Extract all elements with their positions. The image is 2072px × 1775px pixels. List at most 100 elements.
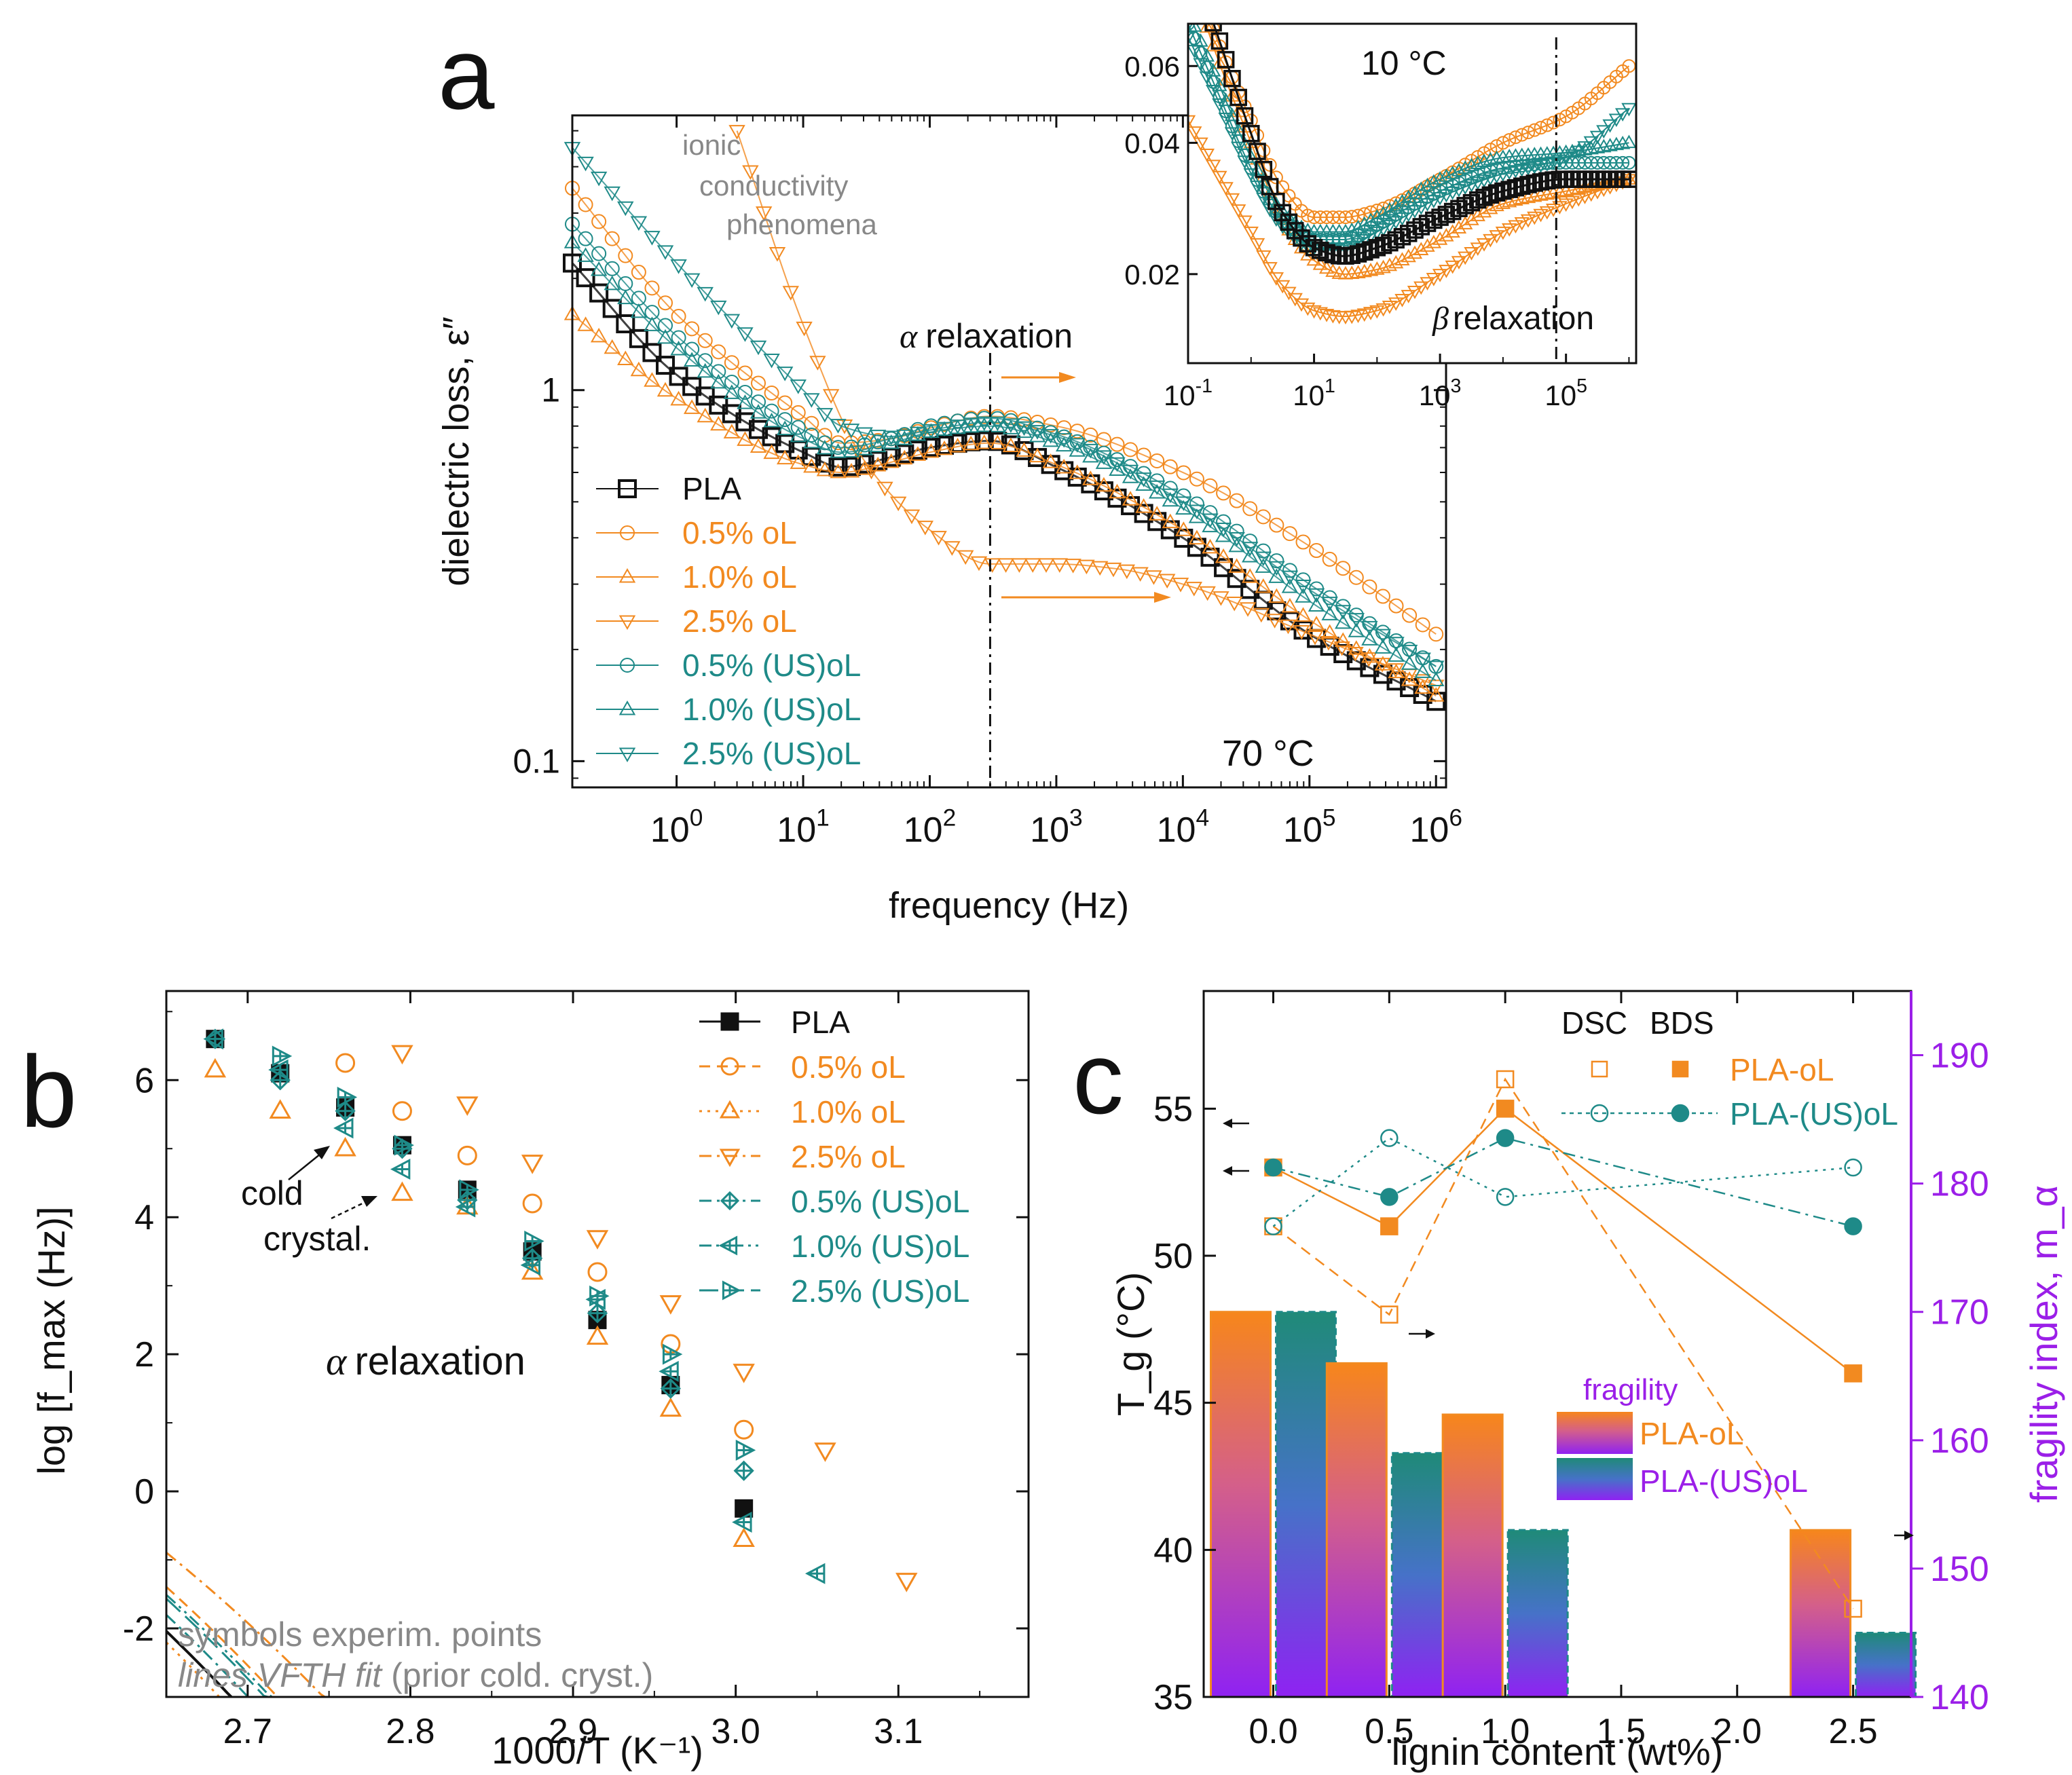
a-point-2-19 bbox=[816, 462, 834, 477]
c-tg-point-3-0 bbox=[1264, 1158, 1282, 1177]
inset-point-1-48 bbox=[1483, 143, 1498, 157]
a-point-1-17 bbox=[790, 405, 806, 420]
a-point-6-46 bbox=[1175, 496, 1192, 511]
panel-c-y-right-label: fragility index, m_α bbox=[2022, 1185, 2065, 1503]
a-legend-label-3: 2.5% oL bbox=[682, 603, 797, 639]
a-point-6-47 bbox=[1188, 504, 1206, 520]
a-point-6-55 bbox=[1295, 580, 1312, 595]
a-point-5-65 bbox=[1428, 671, 1445, 687]
a-point-6-10 bbox=[697, 286, 714, 302]
a-line-2 bbox=[572, 314, 1437, 697]
a-point-6-6 bbox=[644, 231, 661, 246]
inset-point-2-32 bbox=[1382, 257, 1398, 272]
a-point-2-14 bbox=[750, 438, 767, 453]
b-point-4-7 bbox=[660, 1378, 681, 1399]
c-legend-dsc-us-marker bbox=[1590, 1104, 1609, 1123]
b-fit-line-1 bbox=[165, 1586, 281, 1698]
a-point-5-24 bbox=[883, 434, 900, 449]
a-line-3 bbox=[736, 130, 1437, 686]
b-series-2 bbox=[204, 1058, 755, 1548]
inset-point-2-45 bbox=[1464, 212, 1479, 225]
inset-point-2-34 bbox=[1394, 252, 1410, 266]
b-ytick-label-1: 0 bbox=[134, 1472, 154, 1512]
a-point-5-41 bbox=[1109, 461, 1126, 477]
a-point-6-19 bbox=[816, 408, 834, 423]
c-tg-point-0-3 bbox=[1844, 1599, 1862, 1618]
inset-point-1-57 bbox=[1540, 118, 1554, 132]
inset-point-4-46 bbox=[1470, 168, 1485, 182]
inset-point-2-53 bbox=[1514, 191, 1530, 204]
c-bar-ol-0 bbox=[1209, 1311, 1272, 1698]
c-ytick-right-label-5: 190 bbox=[1930, 1036, 1989, 1076]
inset-point-1-54 bbox=[1521, 126, 1535, 140]
panel-a-inset: 10-1 101 103 105 0.02 0.04 0.06 10 °C β relaxat… bbox=[1124, 22, 1638, 411]
a-point-5-34 bbox=[1016, 423, 1033, 438]
panel-b-frame bbox=[165, 990, 1030, 1698]
a-point-3-24 bbox=[1051, 558, 1069, 573]
a-point-2-64 bbox=[1414, 679, 1431, 694]
panel-c-legend-bds: BDS bbox=[1650, 1005, 1714, 1041]
inset-point-2-35 bbox=[1401, 248, 1416, 263]
inset-point-2-39 bbox=[1426, 234, 1441, 248]
panel-a-ticks: 100 101 102 103 104 105 106 0.1 1 bbox=[513, 115, 1462, 850]
a-point-2-50 bbox=[1228, 558, 1245, 573]
b-xtick-label-3: 3.0 bbox=[711, 1712, 760, 1751]
a-point-5-36 bbox=[1042, 432, 1059, 447]
c-xtick-label-5: 2.5 bbox=[1828, 1712, 1877, 1751]
inset-point-4-36 bbox=[1407, 197, 1422, 211]
a-point-2-40 bbox=[1095, 477, 1113, 492]
a-point-2-31 bbox=[976, 434, 993, 449]
a-point-1-3 bbox=[604, 231, 620, 246]
a-point-2-15 bbox=[763, 444, 780, 460]
b-point-4-2 bbox=[335, 1100, 356, 1121]
panel-b-note-2b: (prior cold. cryst.) bbox=[391, 1656, 653, 1694]
a-point-6-21 bbox=[843, 424, 860, 438]
a-point-3-7 bbox=[822, 389, 840, 404]
panel-b-x-label: 1000/T (K⁻¹) bbox=[492, 1729, 703, 1772]
a-point-6-49 bbox=[1215, 523, 1232, 538]
a-point-5-5 bbox=[630, 303, 648, 318]
a-point-6-24 bbox=[883, 430, 900, 446]
inset-point-6-68 bbox=[1608, 113, 1625, 128]
a-point-0-7 bbox=[656, 356, 676, 375]
a-point-1-11 bbox=[711, 344, 726, 360]
inset-point-3-51 bbox=[1501, 223, 1517, 237]
b-point-3-4 bbox=[659, 1295, 682, 1315]
a-point-0-5 bbox=[629, 329, 648, 348]
a-point-1-47 bbox=[1189, 471, 1204, 487]
a-point-2-3 bbox=[604, 339, 621, 354]
a-point-1-38 bbox=[1069, 424, 1085, 439]
inset-point-4-5 bbox=[1213, 90, 1227, 104]
a-point-5-12 bbox=[723, 384, 741, 399]
b-ytick-label-3: 4 bbox=[134, 1198, 154, 1237]
panel-a-letter: a bbox=[438, 16, 495, 130]
a-point-6-29 bbox=[949, 419, 966, 434]
panel-b-cold-label-2: crystal. bbox=[263, 1220, 371, 1258]
a-point-2-35 bbox=[1029, 447, 1046, 463]
a-point-3-36 bbox=[1213, 591, 1229, 606]
a-point-1-44 bbox=[1149, 453, 1165, 469]
b-legend-item-5: 1.0% (US)oL bbox=[699, 1229, 969, 1264]
a-point-2-56 bbox=[1308, 616, 1325, 631]
inset-point-6-59 bbox=[1552, 154, 1568, 168]
a-point-6-53 bbox=[1268, 561, 1285, 576]
a-legend-marker-2 bbox=[618, 567, 636, 583]
a-point-6-13 bbox=[737, 327, 754, 342]
inset-point-3-18 bbox=[1293, 298, 1310, 312]
b-fit-line-6 bbox=[165, 1598, 269, 1698]
a-point-2-21 bbox=[843, 462, 860, 478]
a-legend-label-1: 0.5% oL bbox=[682, 515, 797, 550]
a-point-5-8 bbox=[670, 340, 687, 356]
a-point-5-21 bbox=[843, 443, 860, 457]
a-point-6-58 bbox=[1335, 605, 1352, 620]
a-legend-label-2: 1.0% oL bbox=[682, 559, 797, 595]
a-legend-item-5: 1.0% (US)oL bbox=[596, 692, 861, 727]
b-point-2-3 bbox=[391, 1181, 413, 1201]
inset-point-2-29 bbox=[1363, 262, 1379, 276]
a-point-3-11 bbox=[876, 481, 893, 497]
inset-point-2-65 bbox=[1589, 176, 1606, 191]
inset-point-4-42 bbox=[1445, 179, 1460, 193]
inset-beta-label: β relaxation bbox=[1432, 301, 1594, 337]
b-legend-label-2: 1.0% oL bbox=[791, 1094, 906, 1129]
a-point-5-39 bbox=[1082, 447, 1099, 463]
